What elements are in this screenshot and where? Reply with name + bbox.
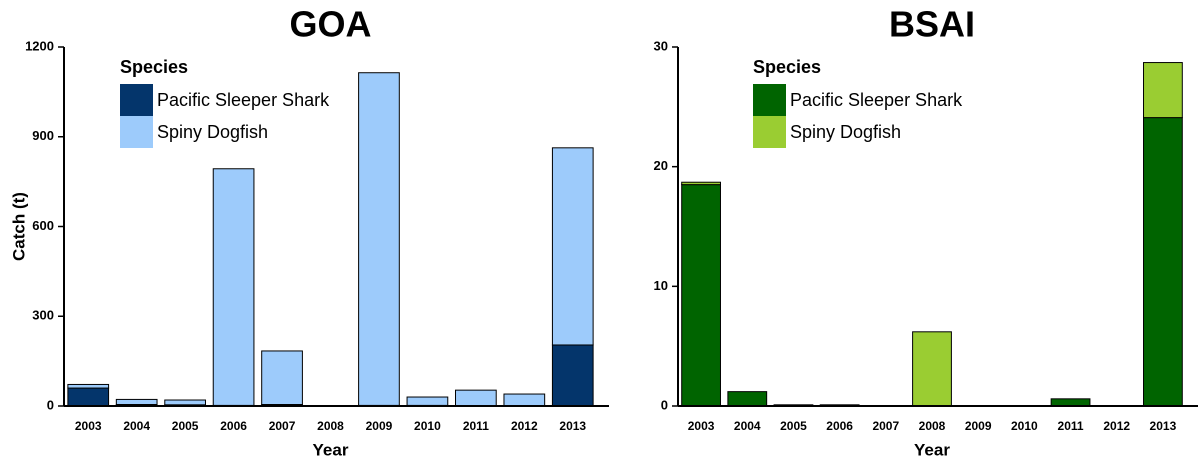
bar-segment [681, 181, 721, 186]
x-tick-label: 2013 [559, 419, 586, 433]
bar-segment [1050, 398, 1091, 407]
legend-swatch [753, 84, 786, 116]
bar-segment [212, 168, 255, 406]
y-tick-label: 900 [32, 128, 54, 143]
bar-segment [503, 393, 546, 407]
x-tick-label: 2006 [826, 419, 853, 433]
x-tick-label: 2003 [75, 419, 102, 433]
y-tick-label: 20 [654, 158, 668, 173]
chart-title: BSAI [889, 4, 975, 45]
x-axis-label: Year [313, 440, 349, 459]
x-tick-label: 2003 [688, 419, 715, 433]
x-tick-label: 2011 [463, 419, 489, 433]
bar-segment [727, 391, 768, 407]
bar-segment [681, 184, 721, 407]
x-tick-label: 2011 [1058, 419, 1084, 433]
x-tick-label: 2007 [269, 419, 296, 433]
x-tick-label: 2004 [123, 419, 150, 433]
legend-label: Pacific Sleeper Shark [157, 90, 330, 110]
y-tick-label: 30 [654, 38, 668, 53]
x-tick-label: 2006 [220, 419, 247, 433]
legend-swatch [120, 116, 153, 148]
bar-segment [261, 350, 303, 406]
x-tick-label: 2005 [780, 419, 807, 433]
legend-title: Species [120, 57, 188, 77]
y-axis-label: Catch (t) [9, 192, 28, 261]
bar-segment [551, 344, 594, 407]
bar-segment [67, 387, 110, 407]
y-tick-label: 10 [654, 278, 668, 293]
legend-title: Species [753, 57, 821, 77]
chart-title: GOA [289, 4, 371, 45]
legend-label: Spiny Dogfish [157, 122, 268, 142]
bar-segment [164, 399, 206, 406]
bar-segment [358, 72, 400, 406]
y-tick-label: 600 [32, 218, 54, 233]
x-tick-label: 2008 [317, 419, 344, 433]
bar-segment [115, 398, 158, 406]
legend-label: Spiny Dogfish [790, 122, 901, 142]
x-tick-label: 2007 [872, 419, 899, 433]
legend-swatch [753, 116, 786, 148]
bar-segment [1143, 62, 1183, 119]
x-tick-label: 2008 [919, 419, 946, 433]
x-tick-label: 2013 [1150, 419, 1177, 433]
y-tick-label: 0 [661, 397, 668, 412]
x-tick-label: 2004 [734, 419, 761, 433]
bar-segment [455, 389, 497, 407]
x-tick-label: 2009 [366, 419, 393, 433]
x-tick-label: 2005 [172, 419, 199, 433]
x-tick-label: 2012 [1103, 419, 1130, 433]
x-tick-label: 2009 [965, 419, 992, 433]
x-tick-label: 2010 [414, 419, 441, 433]
y-tick-label: 0 [47, 397, 54, 412]
bar-segment [551, 147, 594, 346]
bar-segment [1143, 117, 1183, 407]
bar-segment [67, 383, 110, 389]
x-tick-label: 2012 [511, 419, 538, 433]
x-axis-label: Year [914, 440, 950, 459]
x-tick-label: 2010 [1011, 419, 1038, 433]
bar-segment [912, 331, 952, 407]
bar-segment [406, 396, 449, 406]
y-tick-label: 300 [32, 308, 54, 323]
y-tick-label: 1200 [25, 38, 54, 53]
legend-swatch [120, 84, 153, 116]
legend-label: Pacific Sleeper Shark [790, 90, 963, 110]
